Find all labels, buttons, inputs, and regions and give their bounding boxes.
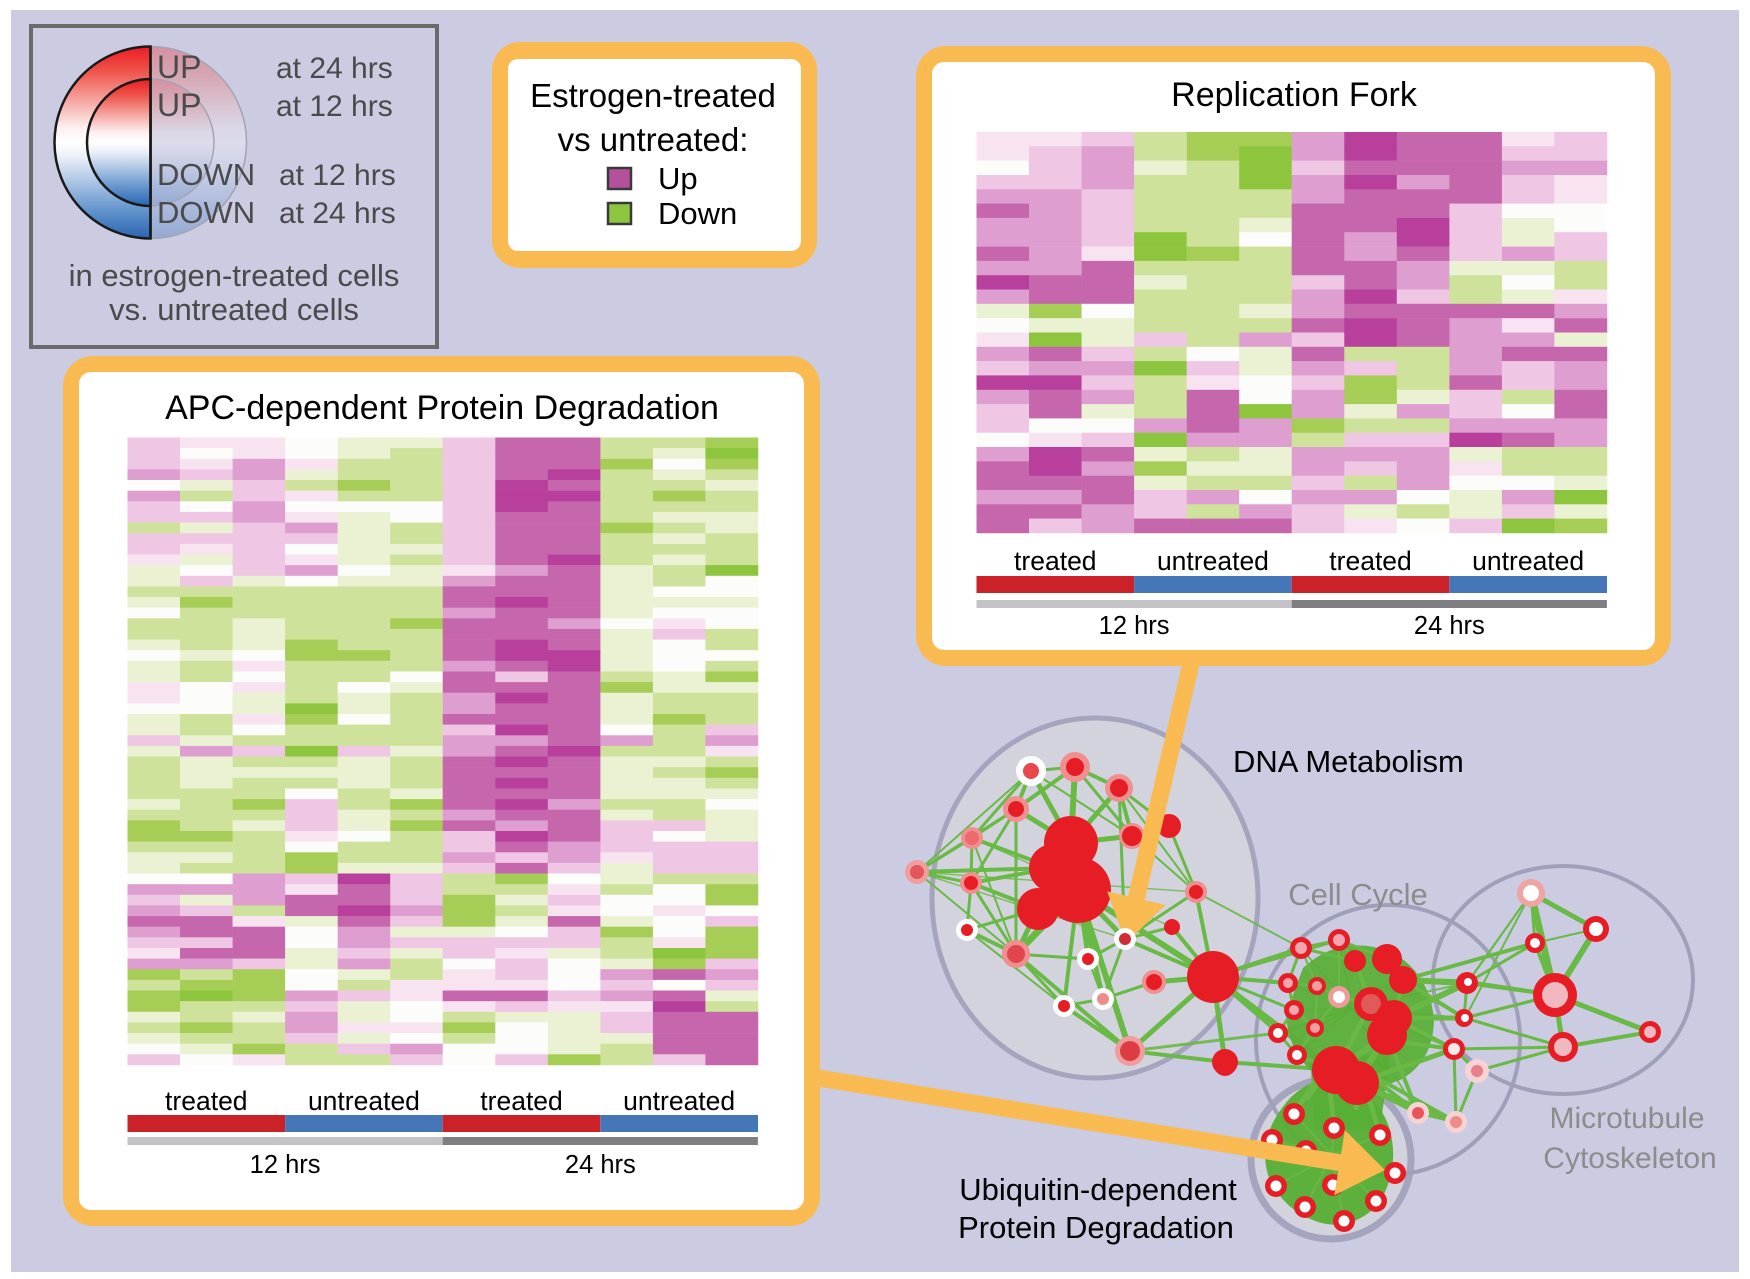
svg-text:DOWN: DOWN [157, 195, 255, 230]
svg-text:untreated: untreated [1472, 546, 1584, 576]
svg-text:DNA Metabolism: DNA Metabolism [1233, 744, 1464, 779]
svg-text:Ubiquitin-dependent: Ubiquitin-dependent [959, 1172, 1237, 1207]
svg-text:Cytoskeleton: Cytoskeleton [1543, 1142, 1716, 1175]
svg-text:UP: UP [157, 49, 201, 85]
svg-text:Up: Up [658, 161, 698, 196]
svg-text:treated: treated [1329, 546, 1412, 576]
svg-text:untreated: untreated [308, 1086, 420, 1116]
svg-text:12 hrs: 12 hrs [250, 1151, 321, 1179]
svg-text:at 12 hrs: at 12 hrs [276, 90, 393, 123]
svg-text:at 24 hrs: at 24 hrs [279, 197, 396, 230]
svg-text:untreated: untreated [1157, 546, 1269, 576]
svg-text:at 12 hrs: at 12 hrs [279, 159, 396, 192]
svg-text:in estrogen-treated cells: in estrogen-treated cells [69, 258, 400, 293]
svg-text:Replication Fork: Replication Fork [1171, 76, 1418, 114]
svg-text:UP: UP [157, 87, 201, 123]
svg-text:vs. untreated cells: vs. untreated cells [109, 292, 359, 327]
svg-text:APC-dependent Protein Degradat: APC-dependent Protein Degradation [165, 389, 719, 427]
svg-text:Down: Down [658, 196, 737, 231]
svg-text:vs untreated:: vs untreated: [558, 121, 749, 158]
svg-text:at 24 hrs: at 24 hrs [276, 52, 393, 85]
svg-text:treated: treated [480, 1086, 563, 1116]
svg-text:12 hrs: 12 hrs [1099, 612, 1170, 640]
svg-text:Estrogen-treated: Estrogen-treated [530, 77, 776, 114]
svg-text:treated: treated [1014, 546, 1097, 576]
svg-text:Protein Degradation: Protein Degradation [958, 1210, 1234, 1245]
svg-text:treated: treated [165, 1086, 248, 1116]
svg-text:24 hrs: 24 hrs [1414, 612, 1485, 640]
svg-text:Microtubule: Microtubule [1549, 1102, 1704, 1135]
svg-text:untreated: untreated [623, 1086, 735, 1116]
svg-text:Cell Cycle: Cell Cycle [1288, 877, 1428, 912]
svg-text:DOWN: DOWN [157, 157, 255, 192]
svg-text:24 hrs: 24 hrs [565, 1151, 636, 1179]
